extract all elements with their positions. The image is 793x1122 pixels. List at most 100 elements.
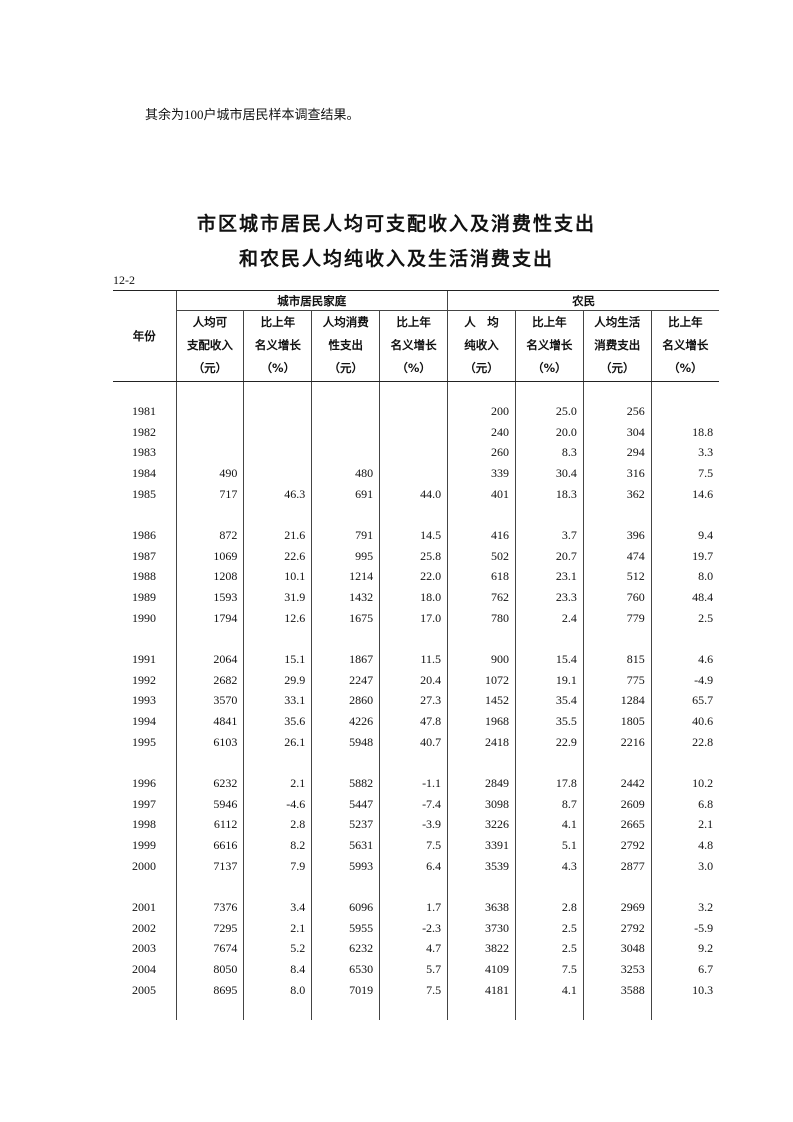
value-cell: 2792	[582, 917, 652, 939]
value-cell: 480	[311, 463, 380, 485]
value-cell: 791	[311, 524, 380, 546]
value-cell: 20.4	[379, 669, 448, 691]
value-cell: 2969	[582, 896, 652, 918]
value-cell: 12.6	[243, 608, 312, 629]
value-cell: 7674	[175, 938, 244, 960]
year-cell: 1987	[132, 548, 156, 563]
value-cell: -4.6	[243, 793, 312, 815]
value-cell: 2877	[582, 856, 652, 877]
table-row: 1988 1208 10.1 1214 22.0 618 23.1 512 8.0	[113, 566, 720, 588]
value-cell: 2442	[582, 772, 652, 794]
column-header: 人均消费	[311, 310, 380, 334]
value-cell: 1072	[447, 669, 516, 691]
value-cell: 15.4	[514, 648, 584, 670]
value-cell: 7.5	[650, 463, 720, 485]
year-cell: 1996	[132, 775, 156, 790]
value-cell: 7137	[175, 856, 244, 877]
group-header-rural: 农民	[447, 290, 720, 311]
value-cell: 3.3	[650, 442, 720, 464]
value-cell	[379, 442, 448, 464]
column-header: 名义增长	[650, 334, 720, 357]
value-cell: 1214	[311, 566, 380, 588]
value-cell: 3253	[582, 959, 652, 981]
column-header: 人 均	[447, 310, 516, 334]
value-cell	[243, 442, 312, 464]
value-cell: -4.9	[650, 669, 720, 691]
value-cell: 339	[447, 463, 516, 485]
column-header: 人均生活	[582, 310, 652, 334]
value-cell: 474	[582, 545, 652, 567]
value-cell: 65.7	[650, 690, 720, 712]
value-cell: 10.3	[650, 980, 720, 1001]
value-cell: 6232	[175, 772, 244, 794]
value-cell: 4.8	[650, 835, 720, 857]
value-cell: 1208	[175, 566, 244, 588]
value-cell: 1794	[175, 608, 244, 629]
value-cell: 23.3	[514, 587, 584, 609]
value-cell: 5882	[311, 772, 380, 794]
value-cell: 14.6	[650, 484, 720, 505]
value-cell: -1.1	[379, 772, 448, 794]
value-cell	[650, 401, 720, 422]
value-cell: 8.7	[514, 793, 584, 815]
year-cell: 2000	[132, 859, 156, 874]
value-cell: 3226	[447, 814, 516, 836]
value-cell	[379, 401, 448, 422]
table-row: 1994 4841 35.6 4226 47.8 1968 35.5 1805 40.6	[113, 711, 720, 733]
value-cell: 2.8	[243, 814, 312, 836]
column-header: （%）	[243, 357, 312, 382]
table-row: 1990 1794 12.6 1675 17.0 780 2.4 779 2.5	[113, 608, 720, 629]
value-cell: 256	[582, 401, 652, 422]
value-cell: 5.2	[243, 938, 312, 960]
table-row: 1993 3570 33.1 2860 27.3 1452 35.4 1284 65.7	[113, 690, 720, 712]
value-cell: 304	[582, 421, 652, 443]
value-cell: 200	[447, 401, 516, 422]
value-cell: 8.0	[650, 566, 720, 588]
value-cell: 18.0	[379, 587, 448, 609]
year-cell: 1990	[132, 611, 156, 626]
year-cell: 1997	[132, 796, 156, 811]
column-header: （%）	[379, 357, 448, 382]
value-cell: 23.1	[514, 566, 584, 588]
value-cell: 2665	[582, 814, 652, 836]
value-cell: 775	[582, 669, 652, 691]
value-cell: 4109	[447, 959, 516, 981]
value-cell: 401	[447, 484, 516, 505]
value-cell: 21.6	[243, 524, 312, 546]
value-cell: 9.4	[650, 524, 720, 546]
value-cell: 2.5	[514, 938, 584, 960]
value-cell: 22.0	[379, 566, 448, 588]
value-cell: 3730	[447, 917, 516, 939]
value-cell: 27.3	[379, 690, 448, 712]
value-cell	[379, 463, 448, 485]
value-cell: 35.5	[514, 711, 584, 733]
value-cell: 2849	[447, 772, 516, 794]
table-row: 2005 8695 8.0 7019 7.5 4181 4.1 3588 10.3	[113, 980, 720, 1001]
value-cell: 3.4	[243, 896, 312, 918]
year-header: 年份	[113, 290, 176, 382]
column-header: 名义增长	[243, 334, 312, 357]
value-cell: 1675	[311, 608, 380, 629]
value-cell	[311, 401, 380, 422]
column-header: 比上年	[650, 310, 720, 334]
value-cell: 11.5	[379, 648, 448, 670]
value-cell: 3.2	[650, 896, 720, 918]
value-cell: -3.9	[379, 814, 448, 836]
value-cell: 7.5	[379, 980, 448, 1001]
table-row: 2000 7137 7.9 5993 6.4 3539 4.3 2877 3.0	[113, 856, 720, 877]
value-cell: 3048	[582, 938, 652, 960]
value-cell: 47.8	[379, 711, 448, 733]
value-cell: 3098	[447, 793, 516, 815]
value-cell: 1432	[311, 587, 380, 609]
table-row: 1981 200 25.0 256	[113, 401, 720, 422]
value-cell: 4.6	[650, 648, 720, 670]
value-cell: 5955	[311, 917, 380, 939]
year-cell: 2003	[132, 941, 156, 956]
table-row: 1984 490 480 339 30.4 316 7.5	[113, 463, 720, 485]
value-cell: 4.3	[514, 856, 584, 877]
value-cell: 618	[447, 566, 516, 588]
table-title-line-2: 和农民人均纯收入及生活消费支出	[238, 248, 554, 270]
value-cell: 1593	[175, 587, 244, 609]
column-header: （元）	[175, 357, 244, 382]
value-cell: 17.8	[514, 772, 584, 794]
